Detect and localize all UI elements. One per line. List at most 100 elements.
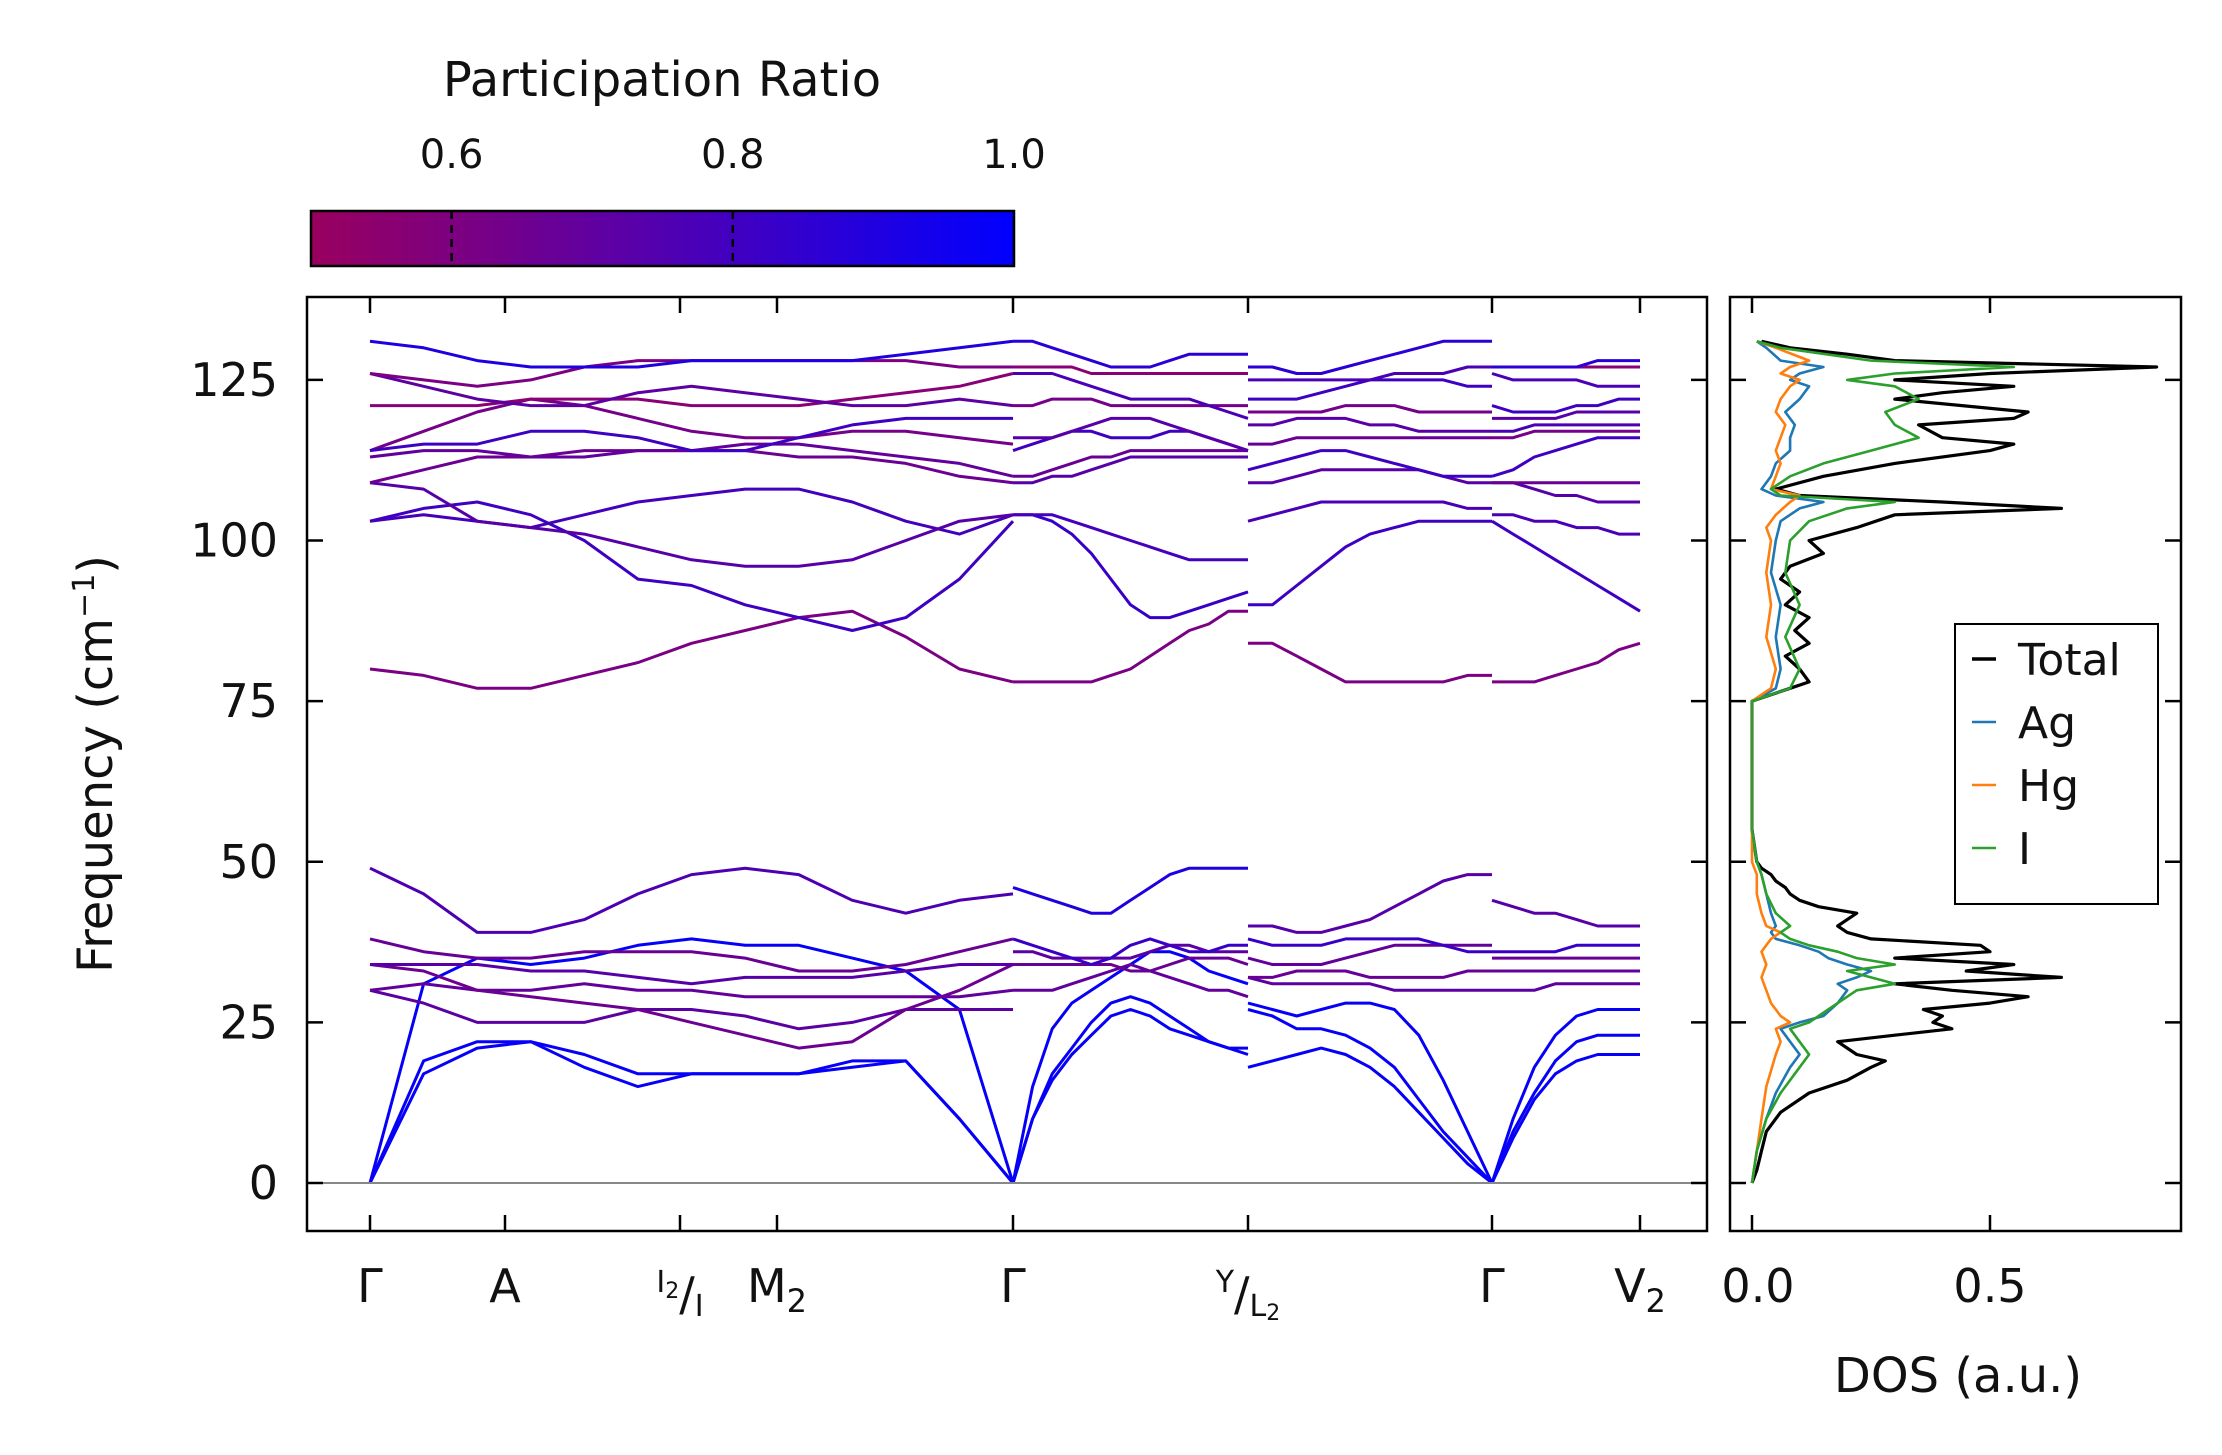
colorbar-gradient xyxy=(309,209,1016,268)
x-tick-main: A xyxy=(489,1259,521,1313)
band-line xyxy=(1248,873,1492,934)
band-line xyxy=(1248,468,1492,485)
band-line xyxy=(1013,416,1249,453)
band-x-ticks: Γ A I2/I M2 Γ Y/L2Γ V2 xyxy=(357,297,1666,1326)
band-line xyxy=(1248,404,1492,414)
colorbar-tick-label: 1.0 xyxy=(982,132,1046,178)
x-tick-label: Γ xyxy=(1479,1259,1505,1313)
band-line xyxy=(369,449,1014,485)
dos-x-tick-label: 0.0 xyxy=(1721,1259,1794,1313)
x-tick-slash: / xyxy=(1234,1267,1250,1321)
band-line xyxy=(368,1040,1015,1184)
band-line xyxy=(1492,423,1640,433)
band-line xyxy=(1012,429,1249,453)
colorbar-title: Participation Ratio xyxy=(443,52,881,108)
band-line xyxy=(1490,1053,1640,1184)
x-tick-label: I2/I xyxy=(656,1265,703,1324)
colorbar: Participation Ratio 0.6 0.8 1.0 xyxy=(309,52,1046,268)
y-tick-label: 125 xyxy=(190,353,278,407)
colorbar-tick-label: 0.8 xyxy=(701,132,765,178)
band-line xyxy=(1013,339,1248,369)
band-line xyxy=(1247,1046,1493,1185)
colorbar-ticks: 0.6 0.8 1.0 xyxy=(420,132,1046,266)
band-line xyxy=(369,397,1014,453)
band-line xyxy=(370,963,1013,986)
x-tick-main: V xyxy=(1614,1259,1646,1313)
band-line xyxy=(1248,436,1492,446)
band-line xyxy=(1247,500,1492,523)
x-tick-sub: 2 xyxy=(1646,1282,1666,1320)
dos-line-hg xyxy=(1750,340,1811,1184)
x-tick-second: I xyxy=(695,1289,704,1324)
dos-line-i xyxy=(1750,340,2016,1184)
x-tick-label: M2 xyxy=(747,1259,807,1320)
y-tick-label: 100 xyxy=(190,514,278,568)
band-line xyxy=(370,372,1014,408)
band-line xyxy=(369,487,1014,536)
band-line xyxy=(1011,950,1249,1184)
dos-xlabel: DOS (a.u.) xyxy=(1834,1348,2082,1404)
band-line xyxy=(1492,359,1640,369)
band-line xyxy=(1247,1008,1494,1185)
band-lines xyxy=(368,339,1641,1185)
dos-panel: 0.0 0.5 DOS (a.u.) Total Ag Hg I xyxy=(1721,295,2183,1404)
band-line xyxy=(1492,429,1640,440)
band-line xyxy=(1011,1008,1249,1184)
x-tick-label: A xyxy=(489,1259,521,1313)
band-line xyxy=(1490,1008,1640,1184)
y-tick-label: 75 xyxy=(219,674,278,728)
x-tick-label: Γ xyxy=(1000,1259,1026,1313)
y-tick-label: 0 xyxy=(249,1156,278,1210)
legend-label: I xyxy=(2018,824,2031,875)
band-line xyxy=(369,339,1014,369)
band-line xyxy=(1492,943,1640,954)
band-line xyxy=(1490,1033,1640,1184)
colorbar-tick-label: 0.6 xyxy=(420,132,484,178)
band-line xyxy=(369,500,1015,632)
band-line xyxy=(1492,410,1640,420)
band-line xyxy=(1013,372,1249,420)
x-tick-main: Γ xyxy=(357,1259,383,1313)
band-line xyxy=(1013,963,1249,999)
legend-frame xyxy=(1954,623,2159,905)
band-line xyxy=(368,1040,1015,1184)
band-line xyxy=(1012,937,1248,966)
band-line xyxy=(1248,641,1492,684)
legend-label: Total xyxy=(2017,635,2121,686)
band-line xyxy=(1012,866,1248,915)
band-line xyxy=(1491,519,1641,613)
band-line xyxy=(1247,943,1492,966)
band-line xyxy=(1491,397,1640,414)
band-line xyxy=(369,609,1014,690)
band-line xyxy=(1492,982,1640,992)
band-line xyxy=(1248,519,1492,607)
band-line xyxy=(1248,378,1492,401)
legend-label: Hg xyxy=(2018,761,2079,812)
band-line xyxy=(1013,956,1249,973)
x-tick-second-sub: 2 xyxy=(1266,1301,1280,1326)
band-line xyxy=(369,359,1013,388)
band-line xyxy=(369,937,1014,973)
band-line xyxy=(368,937,1015,1184)
band-line xyxy=(1247,937,1492,954)
x-tick-first: I xyxy=(656,1265,665,1300)
band-line xyxy=(369,372,1014,408)
dos-lines xyxy=(1750,339,2159,1184)
band-line xyxy=(1013,609,1248,684)
x-tick-main: M xyxy=(747,1259,787,1313)
band-ylabel: Frequency (cm−1) xyxy=(67,555,124,973)
x-tick-label: V2 xyxy=(1614,1259,1666,1320)
x-tick-label: Γ xyxy=(357,1259,383,1313)
band-line xyxy=(1247,1001,1494,1184)
band-line xyxy=(1248,365,1492,382)
dos-ticks: 0.0 0.5 xyxy=(1721,297,2181,1313)
band-line xyxy=(1013,513,1248,562)
band-line xyxy=(1492,513,1640,536)
x-tick-first: Y xyxy=(1215,1265,1235,1300)
band-line xyxy=(1491,436,1640,478)
band-line xyxy=(1492,641,1641,684)
x-tick-label: Y/L2 xyxy=(1215,1265,1281,1326)
band-axes-frame xyxy=(305,295,1709,1233)
dos-axes-frame xyxy=(1728,295,2183,1233)
